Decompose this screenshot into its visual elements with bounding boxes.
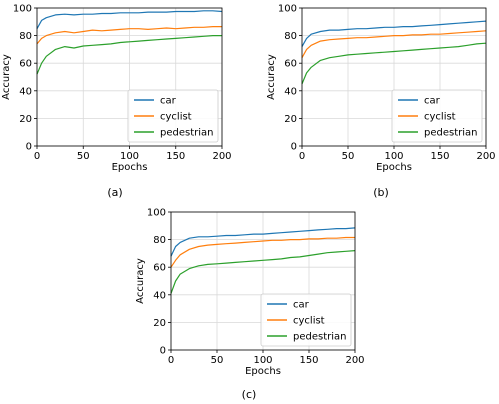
series-line-pedestrian: [36, 35, 222, 75]
x-tick-label: 50: [342, 151, 355, 162]
legend-label-cyclist: cyclist: [424, 112, 456, 123]
legend-label-car: car: [293, 300, 310, 311]
series-line-cyclist: [170, 236, 355, 268]
y-tick-label: 20: [153, 318, 166, 329]
x-tick-label: 100: [384, 151, 403, 162]
x-tick-label: 0: [299, 151, 305, 162]
y-tick-label: 60: [284, 59, 297, 70]
legend: car cyclist pedestrian: [260, 293, 352, 347]
series-line-pedestrian: [301, 42, 487, 85]
legend-label-car: car: [424, 96, 441, 107]
legend-box: [260, 293, 352, 347]
series-line-pedestrian: [170, 250, 356, 294]
chart-2: 0 50 100 150 200020406080100EpochsAccuracyca…: [266, 4, 496, 200]
chart-3: 0 50 100 150 200020406080100EpochsAccuracyca…: [135, 208, 365, 402]
y-tick-label: 0: [160, 346, 166, 357]
legend-box: [127, 89, 219, 143]
x-tick-label: 150: [166, 151, 185, 162]
x-axis-label: Epochs: [112, 162, 148, 173]
y-tick-label: 20: [284, 114, 297, 125]
y-tick-label: 100: [13, 4, 32, 15]
y-tick-label: 0: [26, 142, 32, 153]
y-tick-label: 40: [19, 86, 32, 97]
panel-caption: (c): [242, 388, 257, 401]
x-tick-label: 50: [77, 151, 90, 162]
panel-caption: (a): [107, 186, 122, 199]
legend-label-pedestrian: pedestrian: [160, 128, 214, 139]
series-line-car: [170, 227, 356, 257]
x-tick-label: 100: [253, 355, 272, 366]
legend-label-cyclist: cyclist: [160, 112, 192, 123]
legend: car cyclist pedestrian: [127, 89, 219, 143]
panel-caption: (b): [373, 186, 389, 199]
y-tick-label: 80: [153, 235, 166, 246]
y-tick-label: 100: [147, 208, 166, 219]
series-line-car: [301, 20, 487, 47]
x-tick-label: 200: [212, 151, 231, 162]
series-line-cyclist: [301, 30, 487, 58]
x-axis-label: Epochs: [376, 162, 412, 173]
legend-box: [391, 89, 483, 143]
legend-label-pedestrian: pedestrian: [293, 332, 347, 343]
legend-label-cyclist: cyclist: [293, 316, 325, 327]
legend: car cyclist pedestrian: [391, 89, 483, 143]
legend-label-pedestrian: pedestrian: [424, 128, 478, 139]
x-tick-label: 100: [120, 151, 139, 162]
y-tick-label: 40: [153, 290, 166, 301]
x-tick-label: 0: [168, 355, 174, 366]
y-axis-label: Accuracy: [266, 54, 277, 100]
series-line-cyclist: [36, 26, 222, 45]
y-tick-label: 80: [284, 31, 297, 42]
x-tick-label: 150: [430, 151, 449, 162]
x-axis-label: Epochs: [245, 366, 281, 377]
y-axis-label: Accuracy: [135, 258, 146, 304]
legend-label-car: car: [160, 96, 177, 107]
y-tick-label: 20: [19, 114, 32, 125]
y-tick-label: 60: [153, 263, 166, 274]
y-tick-label: 0: [291, 142, 297, 153]
x-tick-label: 200: [345, 355, 364, 366]
y-tick-label: 100: [278, 4, 297, 15]
x-tick-label: 50: [211, 355, 224, 366]
y-tick-label: 80: [19, 31, 32, 42]
y-tick-label: 60: [19, 59, 32, 70]
x-tick-label: 200: [476, 151, 495, 162]
chart-1: 0 50 100 150 200020406080100EpochsAccuracyca…: [1, 4, 232, 200]
x-tick-label: 150: [299, 355, 318, 366]
series-line-car: [36, 10, 223, 29]
y-tick-label: 40: [284, 86, 297, 97]
x-tick-label: 0: [34, 151, 40, 162]
y-axis-label: Accuracy: [1, 54, 12, 100]
